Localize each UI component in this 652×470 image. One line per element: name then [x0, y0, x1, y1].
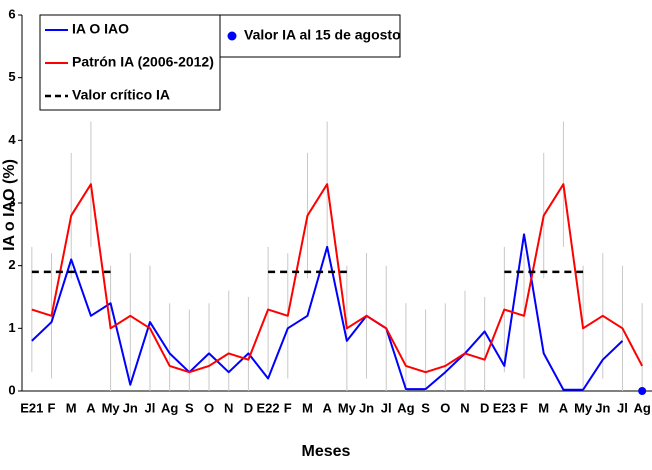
series-line [31, 183, 644, 374]
x-tick-label: F [48, 400, 56, 415]
x-tick-label: A [86, 400, 96, 415]
x-tick-label: N [224, 400, 233, 415]
x-tick-label: My [102, 400, 121, 415]
x-tick-label: E22 [257, 400, 280, 415]
x-tick-label: M [66, 400, 77, 415]
x-axis-label: Meses [302, 443, 351, 460]
x-tick-label: E23 [493, 400, 516, 415]
series-line [31, 233, 624, 391]
x-tick-label: A [322, 400, 332, 415]
x-tick-label: Jn [123, 400, 138, 415]
x-tick-label: M [302, 400, 313, 415]
x-tick-label: Ag [633, 400, 650, 415]
plot-area [31, 121, 644, 391]
legend: Valor IA al 15 de agosto [219, 14, 401, 58]
x-tick-label: F [520, 400, 528, 415]
x-tick-label: My [338, 400, 357, 415]
x-tick-label: D [244, 400, 253, 415]
legend-box [39, 14, 221, 111]
legend-label: Valor crítico IA [72, 87, 170, 103]
x-tick-label: Jn [595, 400, 610, 415]
legend-label: Patrón IA (2006-2012) [72, 54, 214, 70]
x-tick-label: S [421, 400, 430, 415]
x-tick-label: Jl [381, 400, 392, 415]
y-tick-label: 5 [8, 69, 15, 84]
legend-marker [227, 31, 237, 41]
x-tick-label: D [480, 400, 489, 415]
x-tick-label: Jn [359, 400, 374, 415]
x-tick-label: Ag [397, 400, 414, 415]
x-tick-label: F [284, 400, 292, 415]
x-tick-label: M [538, 400, 549, 415]
data-point [638, 387, 647, 395]
y-tick-label: 3 [8, 194, 15, 209]
y-tick-label: 6 [8, 6, 15, 21]
y-tick-label: 2 [8, 257, 15, 272]
legend: IA O IAO Patrón IA (2006-2012) Valor críti… [39, 14, 221, 111]
legend-label: Valor IA al 15 de agosto [244, 27, 401, 43]
x-tick-label: Jl [145, 400, 156, 415]
legend-box [219, 14, 401, 58]
x-tick-label: O [440, 400, 450, 415]
x-tick-label: N [460, 400, 469, 415]
x-tick-label: S [185, 400, 194, 415]
y-tick-label: 1 [8, 320, 15, 335]
y-axis-label: IA o IAO (%) [1, 159, 18, 251]
y-tick-label: 0 [8, 382, 15, 397]
x-tick-label: O [204, 400, 214, 415]
x-tick-label: Ag [161, 400, 178, 415]
legend-label: IA O IAO [72, 21, 129, 37]
x-tick-label: Jl [617, 400, 628, 415]
x-tick-label: A [559, 400, 569, 415]
y-tick-label: 4 [8, 132, 16, 147]
x-tick-label: My [574, 400, 593, 415]
x-tick-label: E21 [20, 400, 43, 415]
